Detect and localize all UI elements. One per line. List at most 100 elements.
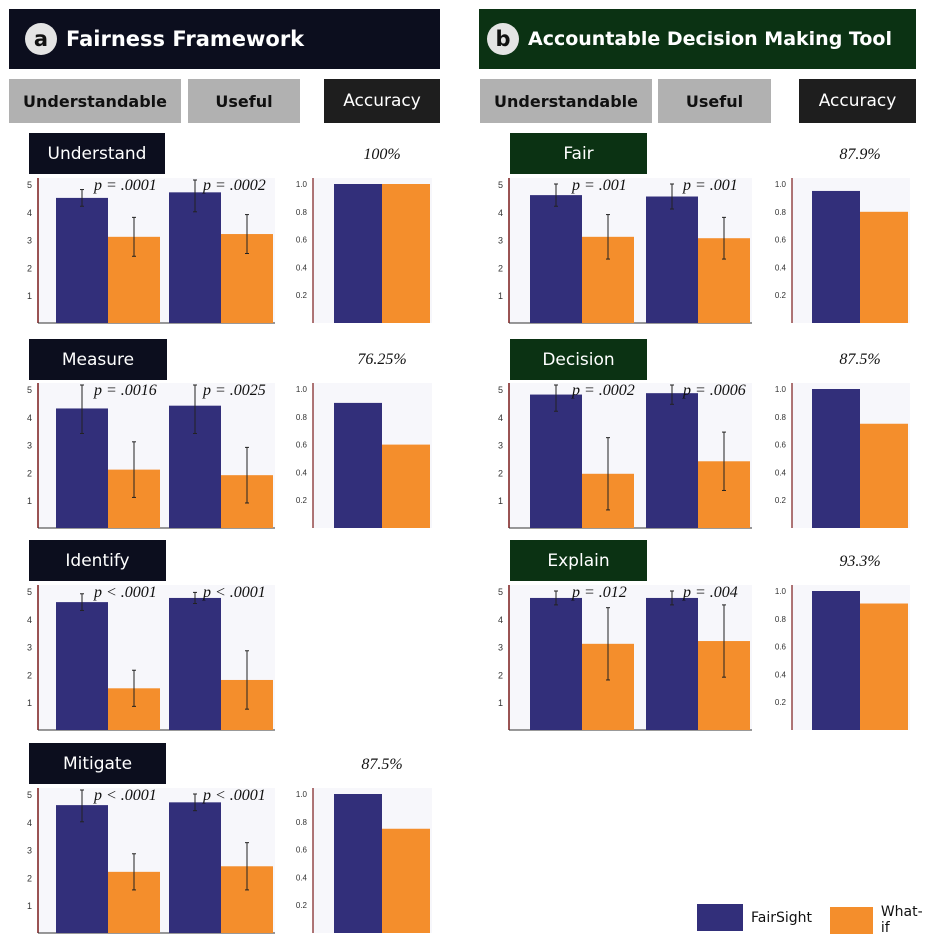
- panel-a-header: a Fairness Framework: [9, 9, 440, 69]
- row-label-explain: Explain: [510, 540, 647, 581]
- mitigate-accuracy-label: 87.5%: [361, 756, 402, 773]
- legend-fairsight-swatch: [697, 904, 743, 931]
- row-label-fair: Fair: [510, 133, 647, 174]
- fair-acc-ytick-0.8: 0.8: [775, 208, 787, 217]
- panel-a-col-useful: Useful: [188, 79, 300, 123]
- measure-ytick-1: 1: [27, 496, 32, 506]
- decision-ytick-1: 1: [498, 496, 503, 506]
- fair-ytick-1: 1: [498, 291, 503, 301]
- mitigate-ytick-1: 1: [27, 901, 32, 911]
- fair-pvalue-0: p = .001: [571, 177, 627, 194]
- measure-pvalue-1: p = .0025: [202, 382, 266, 399]
- decision-acc-ytick-0.4: 0.4: [775, 468, 787, 477]
- understand-ytick-3: 3: [27, 236, 32, 246]
- measure-acc-bar-fairsight: [334, 402, 382, 528]
- fair-ytick-3: 3: [498, 236, 503, 246]
- understand-acc-ytick-0.8: 0.8: [296, 208, 308, 217]
- explain-ytick-2: 2: [498, 670, 503, 680]
- mitigate-acc-bar-whatif: [382, 828, 430, 933]
- mitigate-ytick-5: 5: [27, 790, 32, 800]
- measure-acc-ytick-0.2: 0.2: [296, 496, 308, 505]
- explain-pvalue-0: p = .012: [571, 584, 627, 601]
- legend-fairsight-label: FairSight: [751, 909, 813, 926]
- fair-acc-bar-fairsight: [812, 190, 860, 323]
- panel-b-col-useful: Useful: [658, 79, 771, 123]
- decision-bar-fairsight-useful: [646, 393, 698, 528]
- understand-acc-ytick-0.2: 0.2: [296, 291, 308, 300]
- fair-acc-ytick-1.0: 1.0: [775, 180, 787, 189]
- fair-bar-fairsight-useful: [646, 196, 698, 323]
- fair-ytick-4: 4: [498, 208, 503, 218]
- explain-acc-ytick-0.4: 0.4: [775, 670, 787, 679]
- fair-ytick-5: 5: [498, 180, 503, 190]
- mitigate-ytick-2: 2: [27, 873, 32, 883]
- measure-pvalue-0: p = .0016: [93, 382, 157, 399]
- mitigate-pvalue-0: p < .0001: [93, 787, 157, 804]
- explain-pvalue-1: p = .004: [682, 584, 738, 601]
- identify-ytick-2: 2: [27, 670, 32, 680]
- understand-ytick-4: 4: [27, 208, 32, 218]
- understand-bar-fairsight-understandable: [56, 197, 108, 323]
- decision-acc-ytick-0.6: 0.6: [775, 441, 787, 450]
- measure-acc-ytick-0.8: 0.8: [296, 413, 308, 422]
- mitigate-bar-fairsight-understandable: [56, 805, 108, 933]
- fair-acc-ytick-0.4: 0.4: [775, 263, 787, 272]
- decision-ytick-5: 5: [498, 385, 503, 395]
- explain-acc-bar-fairsight: [812, 591, 860, 730]
- measure-acc-ytick-0.6: 0.6: [296, 441, 308, 450]
- decision-acc-ytick-0.2: 0.2: [775, 496, 787, 505]
- understand-acc-ytick-0.4: 0.4: [296, 263, 308, 272]
- mitigate-bar-fairsight-useful: [169, 802, 221, 933]
- row-label-measure: Measure: [29, 339, 167, 380]
- panel-a-col-understandable: Understandable: [9, 79, 181, 123]
- explain-ytick-4: 4: [498, 615, 503, 625]
- explain-acc-ytick-0.6: 0.6: [775, 643, 787, 652]
- explain-acc-ytick-0.2: 0.2: [775, 698, 787, 707]
- panel-b-col-understandable: Understandable: [480, 79, 652, 123]
- understand-acc-bar-fairsight: [334, 184, 382, 323]
- decision-acc-bar-fairsight: [812, 389, 860, 528]
- mitigate-acc-ytick-0.8: 0.8: [296, 818, 308, 827]
- mitigate-acc-bar-fairsight: [334, 794, 382, 933]
- explain-ytick-1: 1: [498, 698, 503, 708]
- explain-ytick-3: 3: [498, 643, 503, 653]
- panel-b-header: b Accountable Decision Making Tool: [479, 9, 916, 69]
- panel-a-col-accuracy: Accuracy: [324, 79, 440, 123]
- explain-bar-fairsight-understandable: [530, 597, 582, 730]
- row-label-decision: Decision: [510, 339, 647, 380]
- identify-ytick-1: 1: [27, 698, 32, 708]
- panel-b-col-accuracy: Accuracy: [799, 79, 916, 123]
- identify-bar-fairsight-useful: [169, 597, 221, 730]
- mitigate-ytick-3: 3: [27, 846, 32, 856]
- measure-acc-bar-whatif: [382, 444, 430, 528]
- explain-bar-fairsight-useful: [646, 597, 698, 730]
- fair-pvalue-1: p = .001: [682, 177, 738, 194]
- legend-whatif-swatch: [830, 906, 873, 934]
- legend-fairsight: FairSight: [697, 904, 812, 931]
- explain-acc-ytick-1.0: 1.0: [775, 587, 787, 596]
- row-label-identify: Identify: [29, 540, 166, 581]
- identify-ytick-5: 5: [27, 587, 32, 597]
- fair-ytick-2: 2: [498, 263, 503, 273]
- decision-pvalue-0: p = .0002: [571, 382, 635, 399]
- identify-ytick-4: 4: [27, 615, 32, 625]
- mitigate-acc-ytick-0.4: 0.4: [296, 873, 308, 882]
- row-label-understand: Understand: [29, 133, 165, 174]
- understand-acc-ytick-1.0: 1.0: [296, 180, 308, 189]
- decision-pvalue-1: p = .0006: [682, 382, 746, 399]
- identify-pvalue-1: p < .0001: [202, 584, 266, 601]
- explain-accuracy-label: 93.3%: [839, 553, 880, 570]
- mitigate-acc-ytick-0.6: 0.6: [296, 846, 308, 855]
- panel-a-title: Fairness Framework: [66, 27, 305, 51]
- understand-acc-bar-whatif: [382, 184, 430, 323]
- fair-accuracy-label: 87.9%: [839, 146, 880, 163]
- mitigate-acc-ytick-0.2: 0.2: [296, 901, 308, 910]
- mitigate-pvalue-1: p < .0001: [202, 787, 266, 804]
- legend-whatif: What-if: [830, 904, 928, 936]
- understand-ytick-1: 1: [27, 291, 32, 301]
- measure-accuracy-label: 76.25%: [357, 351, 406, 368]
- mitigate-ytick-4: 4: [27, 818, 32, 828]
- measure-acc-ytick-0.4: 0.4: [296, 468, 308, 477]
- decision-acc-bar-whatif: [860, 423, 908, 528]
